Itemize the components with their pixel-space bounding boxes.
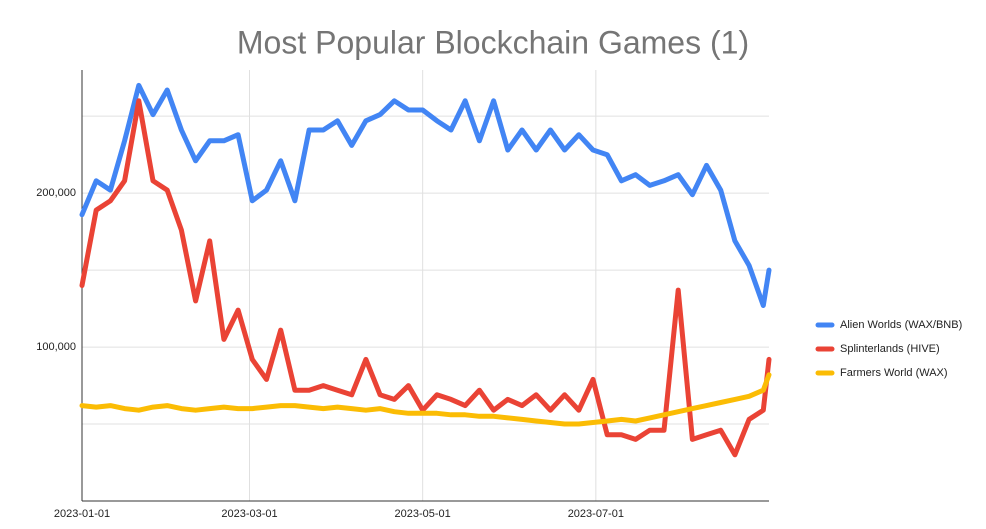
series-line	[79, 98, 772, 458]
legend-label: Alien Worlds (WAX/BNB)	[840, 319, 962, 331]
legend-label: Farmers World (WAX)	[840, 367, 948, 379]
y-tick-label: 100,000	[36, 341, 76, 353]
y-tick-label: 200,000	[36, 187, 76, 199]
legend-label: Splinterlands (HIVE)	[840, 343, 940, 355]
series-line	[79, 372, 772, 427]
chart-title: Most Popular Blockchain Games (1)	[237, 24, 749, 60]
series-line	[79, 82, 772, 308]
x-tick-label: 2023-07-01	[568, 508, 624, 520]
x-tick-label: 2023-01-01	[54, 508, 110, 520]
x-tick-label: 2023-03-01	[221, 508, 277, 520]
x-tick-label: 2023-05-01	[395, 508, 451, 520]
